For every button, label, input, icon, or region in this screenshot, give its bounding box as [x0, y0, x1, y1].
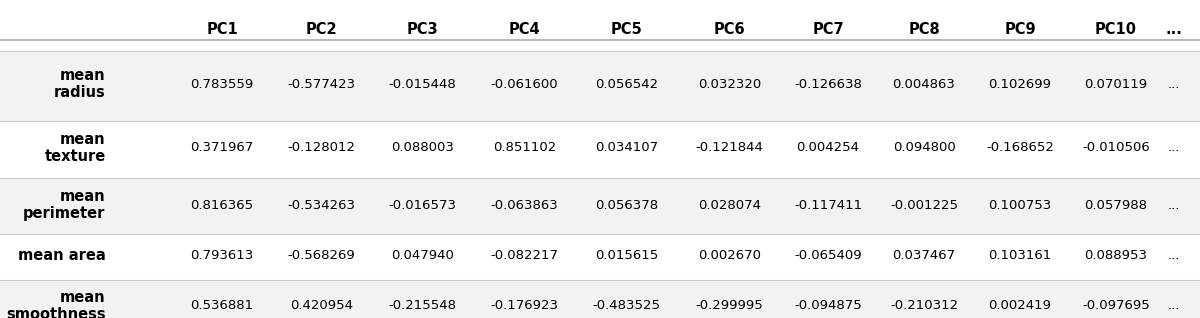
Text: 0.102699: 0.102699	[989, 78, 1051, 91]
Text: ...: ...	[1165, 22, 1182, 37]
Text: 0.783559: 0.783559	[191, 78, 253, 91]
Text: 0.002670: 0.002670	[698, 250, 761, 262]
Text: PC6: PC6	[714, 22, 745, 37]
Text: -0.117411: -0.117411	[794, 199, 862, 211]
Text: 0.536881: 0.536881	[191, 300, 253, 312]
Text: -0.534263: -0.534263	[288, 199, 355, 211]
Bar	[0, 51, 1200, 121]
Text: 0.028074: 0.028074	[698, 199, 761, 211]
Text: mean
perimeter: mean perimeter	[23, 189, 106, 221]
Text: PC8: PC8	[908, 22, 940, 37]
Text: 0.420954: 0.420954	[290, 300, 353, 312]
Text: mean area: mean area	[18, 248, 106, 264]
Text: 0.816365: 0.816365	[191, 199, 253, 211]
Text: 0.015615: 0.015615	[595, 250, 658, 262]
Text: 0.103161: 0.103161	[989, 250, 1051, 262]
Text: PC7: PC7	[812, 22, 844, 37]
Text: PC1: PC1	[206, 22, 238, 37]
Text: ...: ...	[1168, 142, 1180, 154]
Text: -0.061600: -0.061600	[491, 78, 558, 91]
Text: -0.094875: -0.094875	[794, 300, 862, 312]
Text: 0.032320: 0.032320	[698, 78, 761, 91]
Bar	[0, 121, 1200, 178]
Text: PC2: PC2	[306, 22, 337, 37]
Text: mean
texture: mean texture	[44, 132, 106, 164]
Text: 0.088003: 0.088003	[391, 142, 454, 154]
Text: -0.063863: -0.063863	[491, 199, 558, 211]
Text: 0.002419: 0.002419	[989, 300, 1051, 312]
Text: -0.082217: -0.082217	[491, 250, 558, 262]
Text: PC5: PC5	[611, 22, 642, 37]
Text: -0.016573: -0.016573	[389, 199, 456, 211]
Text: 0.094800: 0.094800	[893, 142, 955, 154]
Text: 0.371967: 0.371967	[191, 142, 253, 154]
Text: PC4: PC4	[509, 22, 540, 37]
Text: 0.034107: 0.034107	[595, 142, 658, 154]
Text: PC10: PC10	[1096, 22, 1138, 37]
Text: -0.176923: -0.176923	[491, 300, 558, 312]
Text: PC3: PC3	[407, 22, 438, 37]
Text: -0.483525: -0.483525	[593, 300, 660, 312]
Text: 0.088953: 0.088953	[1085, 250, 1147, 262]
Text: 0.100753: 0.100753	[989, 199, 1051, 211]
Text: -0.001225: -0.001225	[890, 199, 958, 211]
Text: -0.126638: -0.126638	[794, 78, 862, 91]
Text: -0.097695: -0.097695	[1082, 300, 1150, 312]
Text: -0.215548: -0.215548	[389, 300, 456, 312]
Text: ...: ...	[1168, 250, 1180, 262]
Text: 0.057988: 0.057988	[1085, 199, 1147, 211]
Text: 0.047940: 0.047940	[391, 250, 454, 262]
Text: -0.568269: -0.568269	[288, 250, 355, 262]
Text: 0.037467: 0.037467	[893, 250, 955, 262]
Text: 0.004254: 0.004254	[797, 142, 859, 154]
Text: ...: ...	[1168, 78, 1180, 91]
Text: -0.121844: -0.121844	[696, 142, 763, 154]
Text: -0.168652: -0.168652	[986, 142, 1054, 154]
Text: ...: ...	[1168, 199, 1180, 211]
Text: -0.210312: -0.210312	[890, 300, 958, 312]
Bar	[0, 280, 1200, 318]
Text: -0.065409: -0.065409	[794, 250, 862, 262]
Text: 0.004863: 0.004863	[893, 78, 955, 91]
Text: -0.015448: -0.015448	[389, 78, 456, 91]
Text: 0.793613: 0.793613	[191, 250, 253, 262]
Text: -0.577423: -0.577423	[288, 78, 355, 91]
Text: 0.056378: 0.056378	[595, 199, 658, 211]
Text: 0.056542: 0.056542	[595, 78, 658, 91]
Text: ...: ...	[1168, 300, 1180, 312]
Text: PC9: PC9	[1004, 22, 1036, 37]
Text: -0.010506: -0.010506	[1082, 142, 1150, 154]
Text: 0.070119: 0.070119	[1085, 78, 1147, 91]
Bar	[0, 234, 1200, 280]
Bar	[0, 178, 1200, 234]
Text: mean
smoothness: mean smoothness	[6, 290, 106, 318]
Text: mean
radius: mean radius	[54, 68, 106, 100]
Text: 0.851102: 0.851102	[493, 142, 556, 154]
Text: -0.128012: -0.128012	[288, 142, 355, 154]
Text: -0.299995: -0.299995	[696, 300, 763, 312]
